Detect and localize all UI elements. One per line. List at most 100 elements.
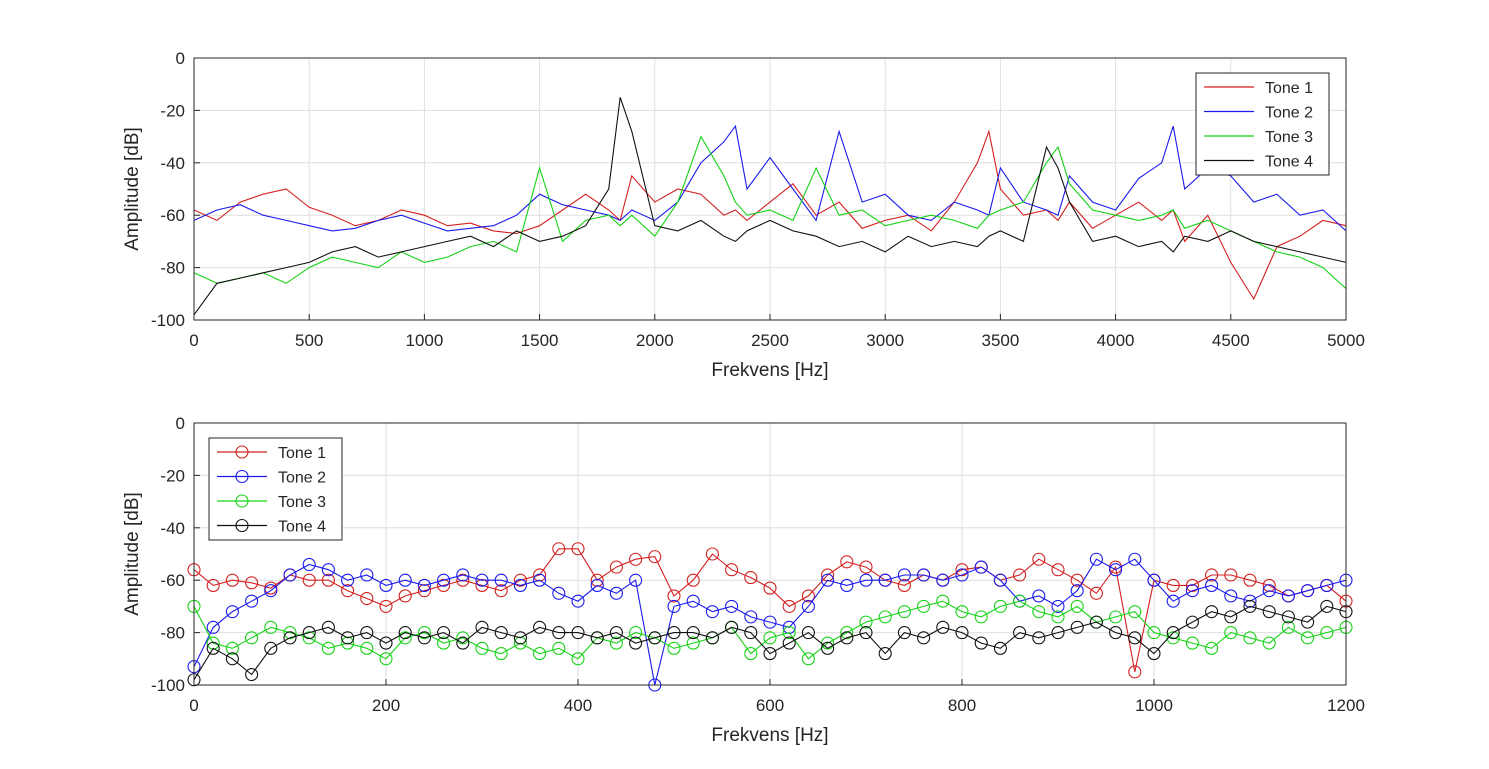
data-point-tone-4 <box>590 631 604 645</box>
data-point-tone-4 <box>225 652 239 666</box>
data-point-tone-2 <box>1032 589 1046 603</box>
data-point-tone-2 <box>1185 584 1199 598</box>
data-point-tone-4 <box>398 626 412 640</box>
data-point-tone-1 <box>321 573 335 587</box>
data-point-tone-4 <box>341 631 355 645</box>
data-point-tone-2 <box>897 568 911 582</box>
data-point-tone-2 <box>1320 578 1334 592</box>
data-point-tone-1 <box>1128 665 1142 679</box>
data-point-tone-4 <box>552 626 566 640</box>
data-point-tone-3 <box>264 620 278 634</box>
legend-marker-tone-1 <box>235 445 249 459</box>
data-point-tone-4 <box>629 636 643 650</box>
data-point-tone-4 <box>1185 615 1199 629</box>
data-point-tone-1 <box>667 589 681 603</box>
data-point-tone-3 <box>1166 631 1180 645</box>
y-tick-label: -20 <box>160 101 185 120</box>
y-axis-label: Amplitude [dB] <box>122 127 143 251</box>
data-point-tone-3 <box>1205 641 1219 655</box>
data-point-tone-4 <box>1070 620 1084 634</box>
data-point-tone-4 <box>571 626 585 640</box>
data-point-tone-3 <box>1224 626 1238 640</box>
data-point-tone-3 <box>955 605 969 619</box>
data-point-tone-2 <box>206 620 220 634</box>
data-point-tone-2 <box>917 568 931 582</box>
data-point-tone-2 <box>1205 578 1219 592</box>
legend-label-tone-1: Tone 1 <box>278 445 326 462</box>
data-point-tone-2 <box>1128 552 1142 566</box>
data-point-tone-2 <box>1070 584 1084 598</box>
data-point-tone-4 <box>648 631 662 645</box>
data-point-tone-2 <box>1301 584 1315 598</box>
x-tick-label: 200 <box>372 696 400 715</box>
data-point-tone-2 <box>379 578 393 592</box>
y-tick-label: -20 <box>160 466 185 485</box>
data-point-tone-4 <box>1301 615 1315 629</box>
x-tick-label: 5000 <box>1327 331 1365 350</box>
data-point-tone-4 <box>840 631 854 645</box>
series-line-tone-3 <box>193 600 1347 660</box>
x-tick-label: 2500 <box>751 331 789 350</box>
data-point-tone-2 <box>859 573 873 587</box>
data-point-tone-1 <box>379 599 393 613</box>
legend: Tone 1 Tone 2 Tone 3 Tone 4 <box>208 437 343 541</box>
data-point-tone-2 <box>609 586 623 600</box>
y-tick-label: 0 <box>176 49 185 68</box>
x-tick-label: 400 <box>564 696 592 715</box>
data-point-tone-2 <box>1147 573 1161 587</box>
data-point-tone-3 <box>437 636 451 650</box>
data-point-tone-4 <box>859 626 873 640</box>
data-point-tone-4 <box>379 636 393 650</box>
data-point-tone-4 <box>437 626 451 640</box>
legend-label-tone-3: Tone 3 <box>1265 129 1313 146</box>
x-tick-label: 4000 <box>1097 331 1135 350</box>
data-point-tone-3 <box>513 636 527 650</box>
data-point-tone-4 <box>1089 615 1103 629</box>
data-point-tone-2 <box>667 599 681 613</box>
data-point-tone-3 <box>917 599 931 613</box>
series-line-tone-4 <box>193 605 1347 681</box>
data-point-tone-4 <box>821 641 835 655</box>
data-point-tone-1 <box>590 573 604 587</box>
axes-box <box>193 57 1347 321</box>
data-point-tone-3 <box>1320 626 1334 640</box>
data-point-tone-1 <box>648 550 662 564</box>
data-point-tone-4 <box>494 626 508 640</box>
data-point-tone-1 <box>302 573 316 587</box>
data-point-tone-4 <box>360 626 374 640</box>
data-point-tone-4 <box>763 647 777 661</box>
x-tick-label: 1500 <box>521 331 559 350</box>
data-point-tone-2 <box>264 584 278 598</box>
x-tick-label: 800 <box>948 696 976 715</box>
x-tick-label: 0 <box>189 696 198 715</box>
data-point-tone-3 <box>1109 610 1123 624</box>
data-point-tone-2 <box>341 573 355 587</box>
data-point-tone-4 <box>475 620 489 634</box>
data-point-tone-1 <box>859 560 873 574</box>
data-point-tone-1 <box>1166 578 1180 592</box>
bottom-chart: 0 200 400 600 800 1000 1200 0 -20 -40 -60 -80 -100 Fr… <box>122 414 1365 746</box>
data-point-tone-2 <box>936 573 950 587</box>
data-point-tone-2 <box>552 586 566 600</box>
data-point-tone-3 <box>609 636 623 650</box>
data-point-tone-2 <box>955 568 969 582</box>
data-point-tone-1 <box>1262 578 1276 592</box>
data-point-tone-4 <box>782 636 796 650</box>
series-line-tone-2 <box>193 124 1347 232</box>
data-point-tone-1 <box>398 589 412 603</box>
legend-label-tone-4: Tone 4 <box>278 519 326 536</box>
data-point-tone-2 <box>1243 594 1257 608</box>
data-point-tone-3 <box>974 610 988 624</box>
data-point-tone-3 <box>936 594 950 608</box>
data-point-tone-3 <box>840 626 854 640</box>
data-point-tone-3 <box>1243 631 1257 645</box>
data-point-tone-4 <box>1128 631 1142 645</box>
data-point-tone-4 <box>1262 605 1276 619</box>
data-point-tone-2 <box>360 568 374 582</box>
data-point-tone-3 <box>629 626 643 640</box>
y-tick-label: -100 <box>151 676 185 695</box>
data-point-tone-4 <box>917 631 931 645</box>
legend-marker-tone-4 <box>235 518 249 533</box>
y-tick-label: -40 <box>160 154 185 173</box>
data-point-tone-3 <box>878 610 892 624</box>
